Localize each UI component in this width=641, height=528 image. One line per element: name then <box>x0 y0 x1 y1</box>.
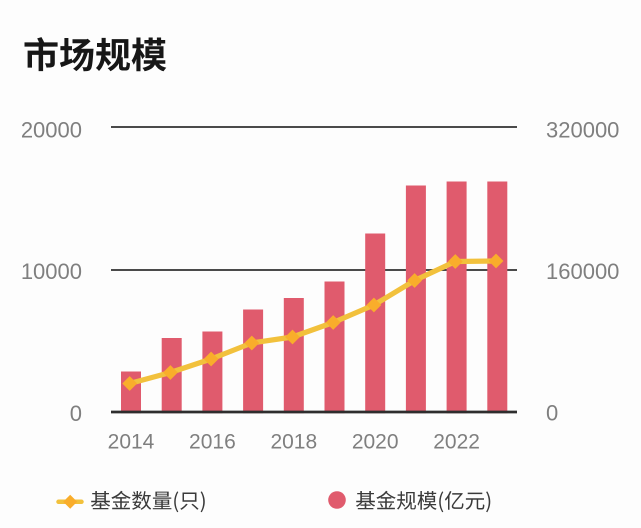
svg-text:320000: 320000 <box>546 118 619 143</box>
svg-text:20000: 20000 <box>21 118 82 143</box>
svg-text:2016: 2016 <box>189 431 236 454</box>
svg-text:0: 0 <box>546 401 558 426</box>
svg-text:2022: 2022 <box>433 431 480 454</box>
svg-text:2020: 2020 <box>352 431 399 454</box>
svg-text:10000: 10000 <box>21 259 82 284</box>
svg-text:2018: 2018 <box>270 431 317 454</box>
svg-text:0: 0 <box>70 401 82 426</box>
svg-text:160000: 160000 <box>546 259 619 284</box>
svg-text:2014: 2014 <box>108 431 155 454</box>
